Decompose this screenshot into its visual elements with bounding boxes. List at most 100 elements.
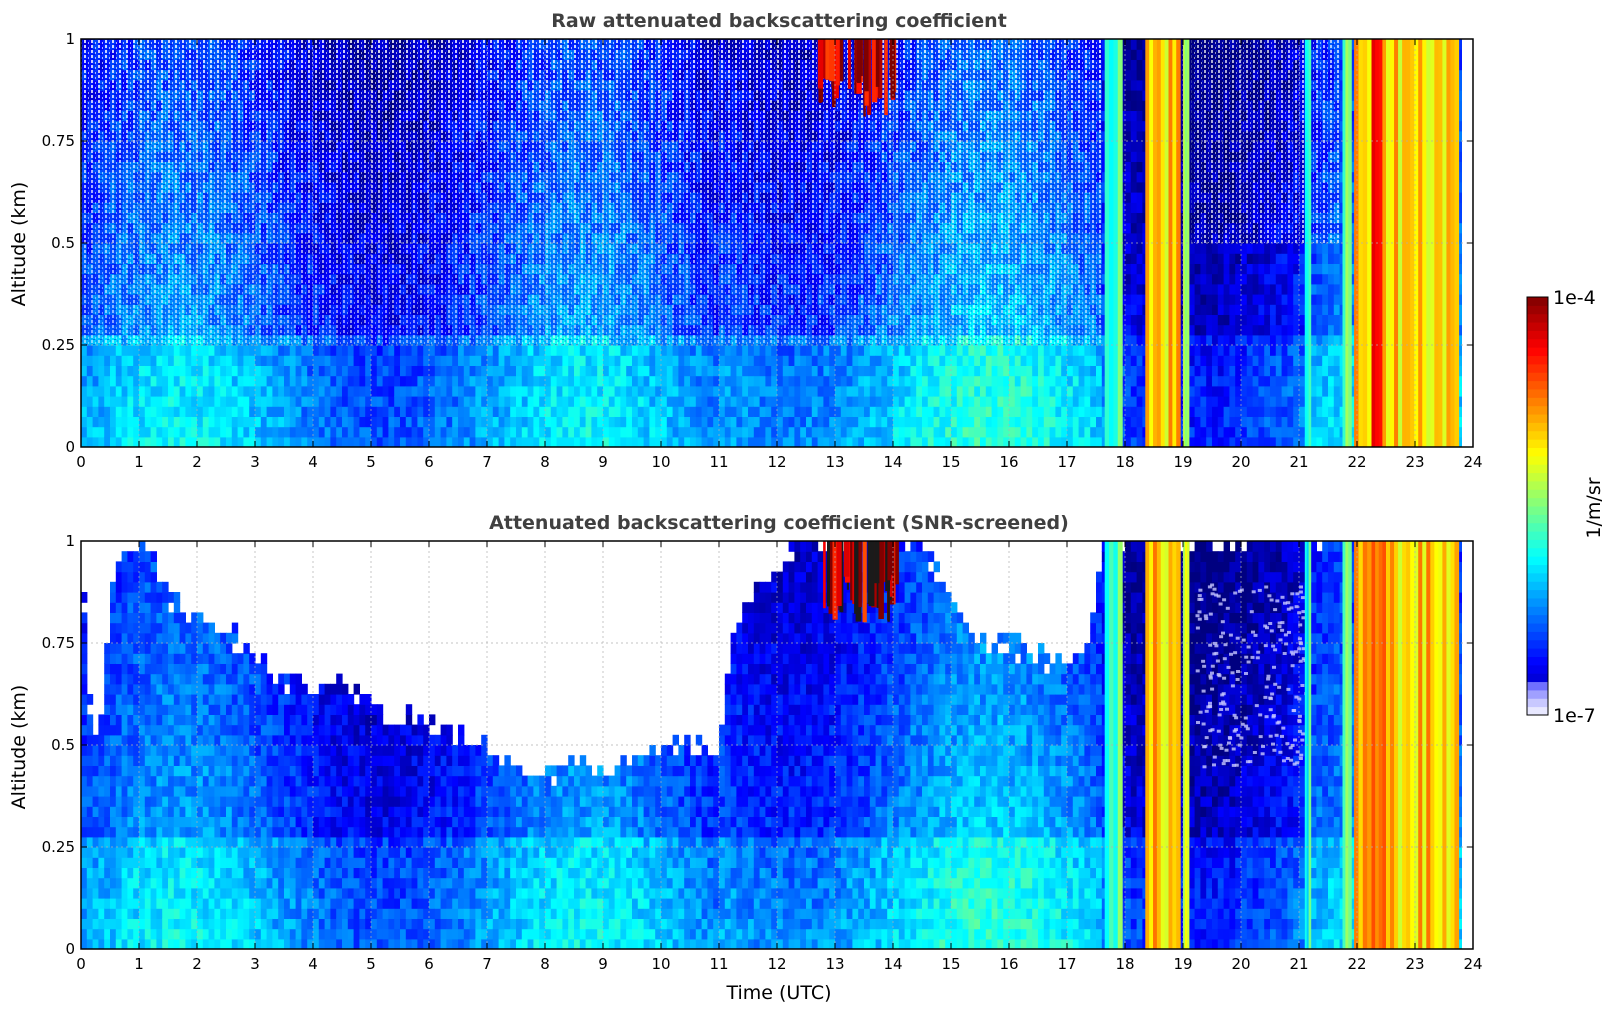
heatmap-cell [162,385,169,397]
heatmap-cell [777,426,784,438]
heatmap-cell [736,375,743,387]
heatmap-cell [208,365,215,377]
heatmap-cell [469,375,476,387]
heatmap-cell [614,345,621,356]
heatmap-cell [440,406,447,417]
heatmap-cell [440,416,447,428]
heatmap-cell [782,345,790,356]
heatmap-cell [284,345,291,356]
heatmap-cell [695,416,703,428]
heatmap-cell [405,345,413,356]
heatmap-cell [330,436,337,447]
heatmap-cell [307,416,314,428]
heatmap-cell [150,375,157,387]
heatmap-cell [429,385,436,397]
heatmap-cell [121,436,128,447]
heatmap-cell [666,426,674,438]
heatmap-cell [191,416,198,428]
heatmap-cell [492,406,500,417]
heatmap-cell [133,345,140,356]
heatmap-cell [632,406,639,417]
heatmap-cell [603,406,610,417]
heatmap-cell [220,375,227,387]
heatmap-cell [568,365,575,377]
heatmap-cell [748,406,755,417]
heatmap-cell [434,365,442,377]
heatmap-cell [127,375,134,387]
heatmap-cell [516,436,523,447]
heatmap-cell [591,416,598,428]
heatmap-cell [637,436,645,447]
heatmap-cell [533,365,540,377]
heatmap-cell [127,426,134,438]
heatmap-cell [446,385,453,397]
heatmap-cell [301,396,308,407]
heatmap-cell [133,375,140,387]
heatmap-cell [800,416,807,428]
heatmap-cell [672,385,679,397]
heatmap-cell [115,426,123,438]
heatmap-cell [417,416,424,428]
heatmap-cell [591,396,598,407]
heatmap-cell [440,426,447,438]
heatmap-cell [777,375,784,387]
heatmap-cell [376,375,384,387]
heatmap-cell [301,365,308,377]
heatmap-cell [394,406,401,417]
heatmap-cell [104,426,111,438]
heatmap-cell [463,416,471,428]
heatmap-cell [173,385,181,397]
heatmap-cell [452,375,459,387]
heatmap-cell [666,416,674,428]
heatmap-cell [376,355,384,366]
heatmap-cell [359,365,366,377]
heatmap-cell [202,355,210,366]
heatmap-cell [208,436,215,447]
heatmap-cell [104,375,111,387]
heatmap-cell [579,385,587,397]
heatmap-cell [463,375,471,387]
heatmap-cell [266,426,273,438]
heatmap-cell [289,355,297,366]
heatmap-cell [487,365,494,377]
heatmap-cell [133,396,140,407]
heatmap-cell [371,345,378,356]
heatmap-cell [86,375,94,387]
heatmap-cell [753,416,761,428]
heatmap-cell [371,406,378,417]
heatmap-cell [695,406,703,417]
heatmap-cell [591,365,598,377]
heatmap-cell [550,375,558,387]
heatmap-cell [510,345,517,356]
heatmap-cell [591,426,598,438]
heatmap-cell [452,426,459,438]
heatmap-cell [405,426,413,438]
heatmap-cell [260,375,268,387]
heatmap-cell [255,385,262,397]
heatmap-cell [382,396,389,407]
heatmap-cell [429,426,436,438]
heatmap-cell [452,416,459,428]
heatmap-cell [313,416,320,428]
heatmap-cell [98,355,105,366]
heatmap-cell [614,406,621,417]
heatmap-cell [115,396,123,407]
heatmap-cell [713,385,720,397]
heatmap-cell [353,396,360,407]
heatmap-cell [608,345,616,356]
heatmap-cell [632,396,639,407]
heatmap-cell [191,406,198,417]
heatmap-cell [788,365,795,377]
heatmap-cell [695,375,703,387]
heatmap-cell [579,406,587,417]
heatmap-cell [649,365,656,377]
heatmap-cell [133,416,140,428]
heatmap-cell [382,426,389,438]
heatmap-cell [574,365,581,377]
heatmap-cell [539,436,546,447]
heatmap-cell [249,385,256,397]
heatmap-cell [574,385,581,397]
heatmap-cell [771,355,778,366]
heatmap-cell [150,426,157,438]
heatmap-cell [521,416,529,428]
